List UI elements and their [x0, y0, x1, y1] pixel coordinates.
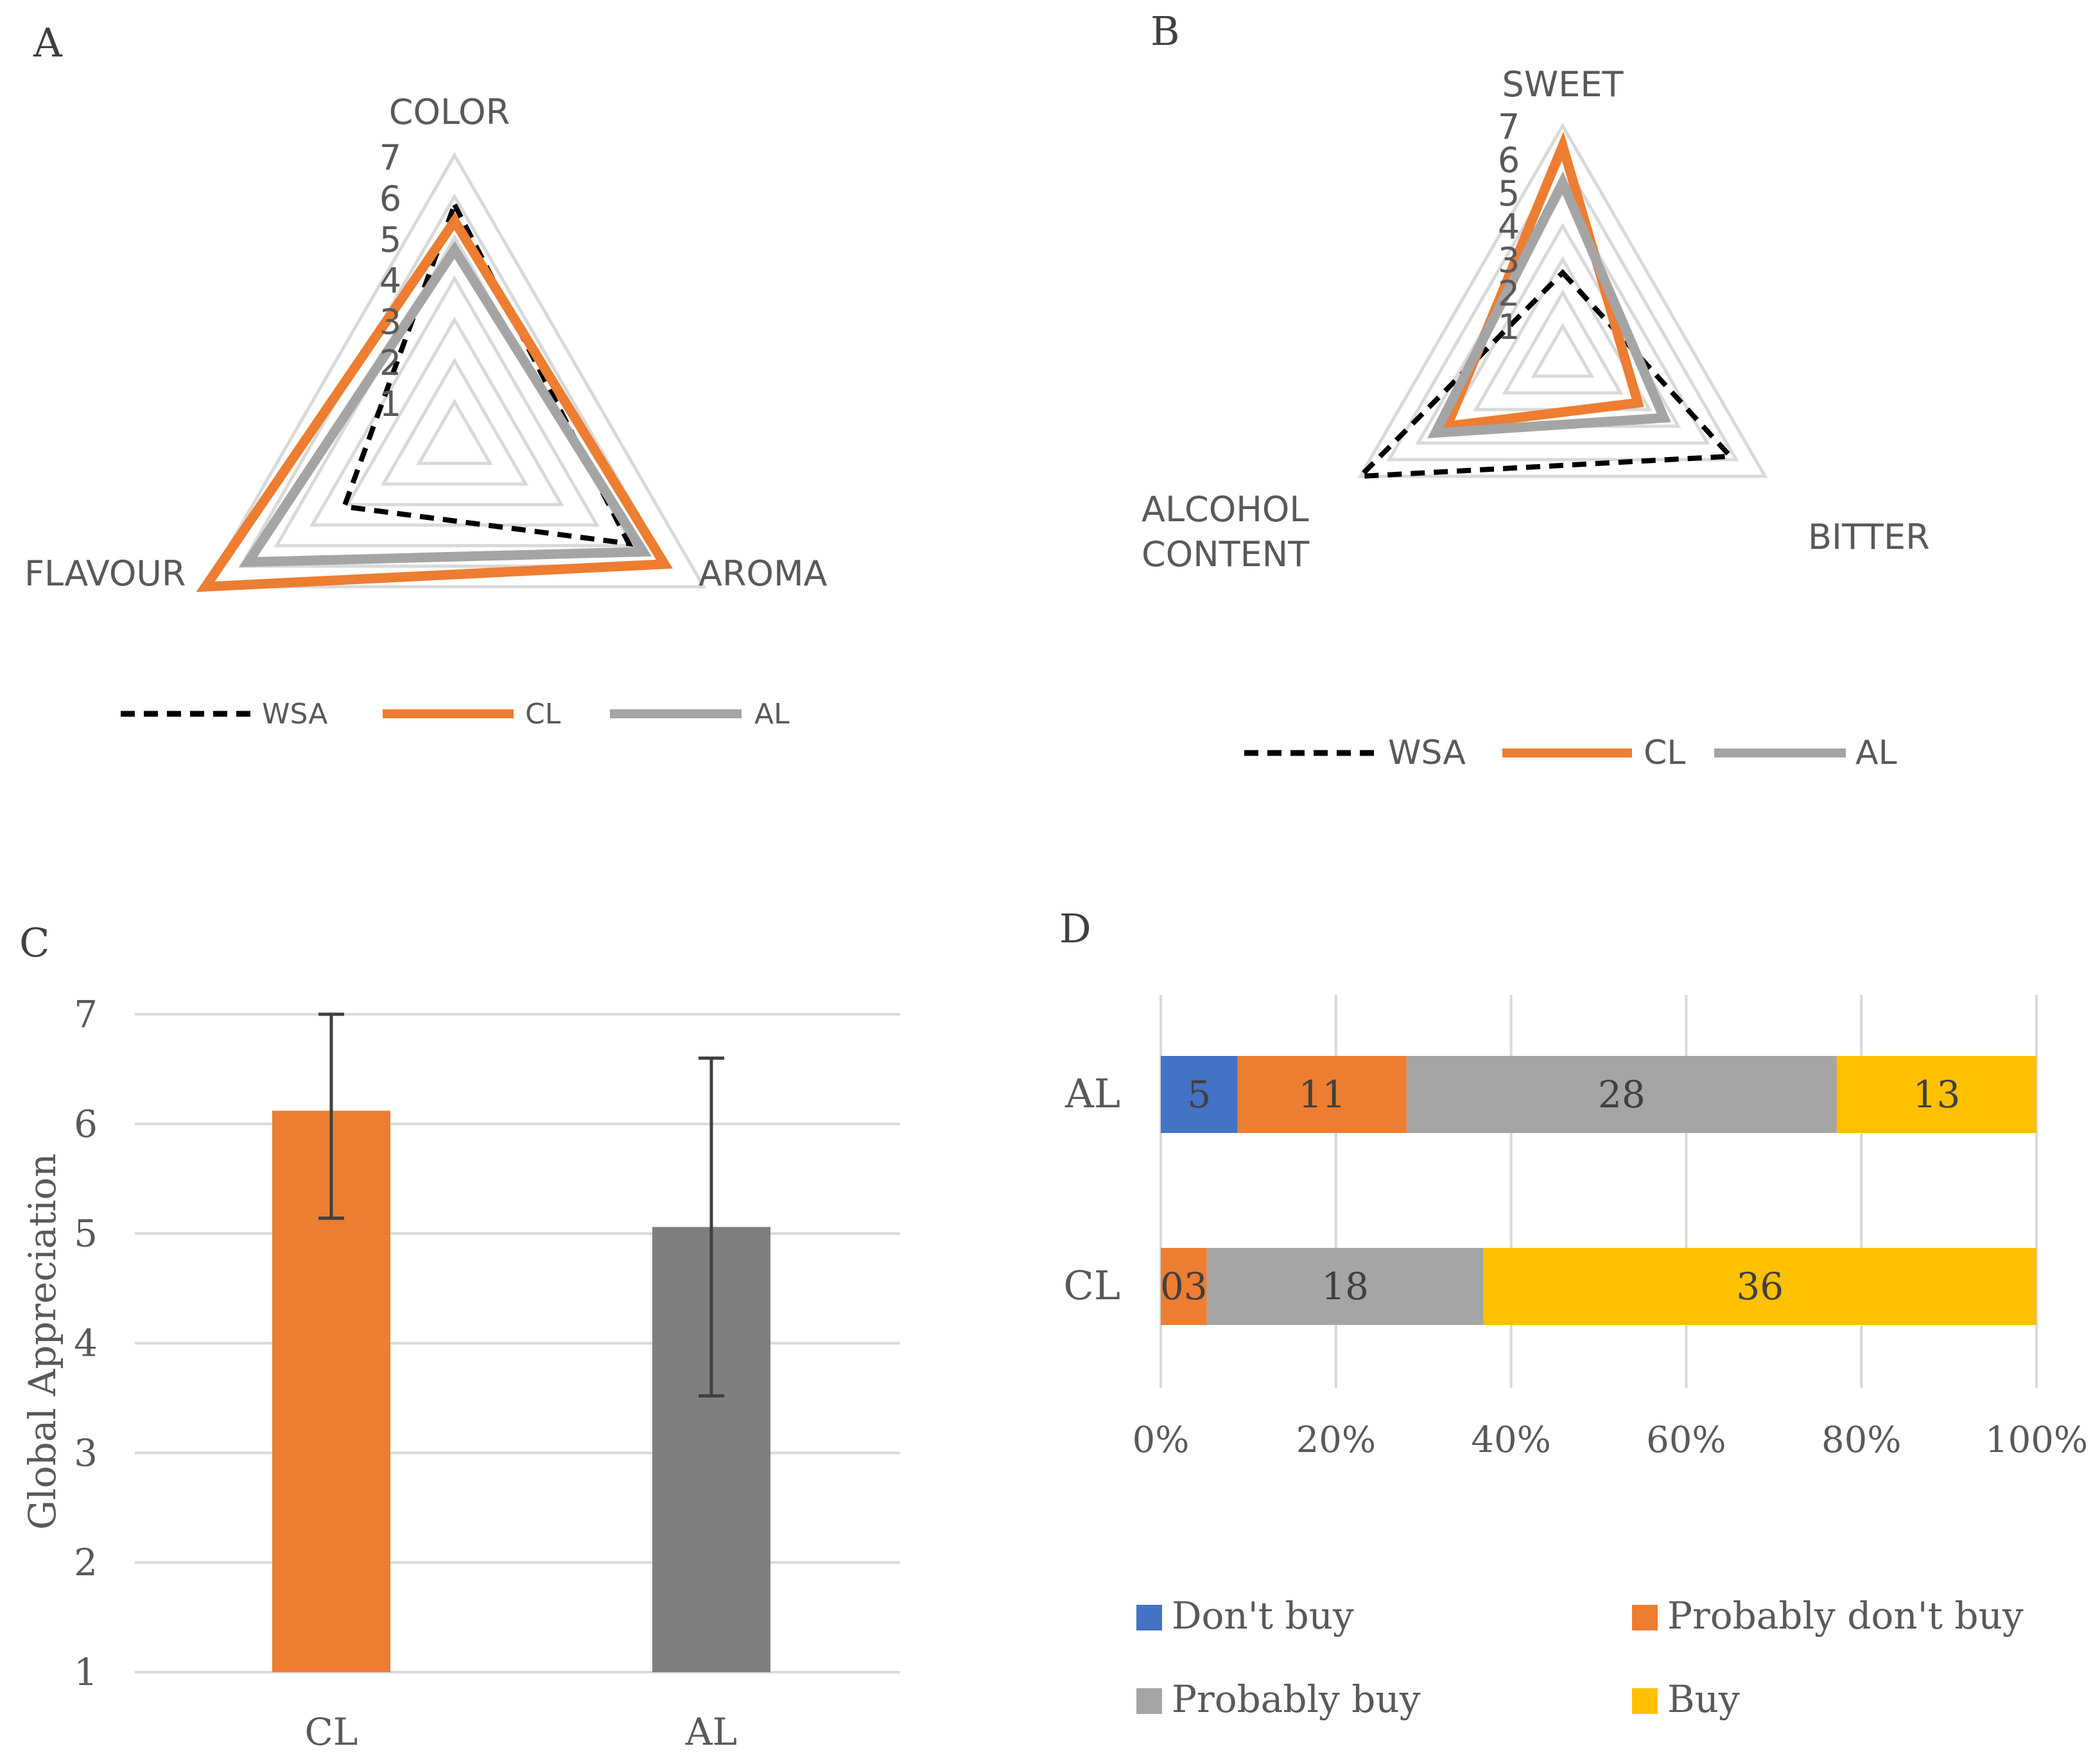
stack-d-data-label: 5: [1187, 1073, 1211, 1116]
radar-a-grid-ring: [345, 316, 564, 506]
radar-b-tick-label: 5: [1498, 173, 1520, 214]
radar-b-grid-ring: [1531, 322, 1595, 378]
stack-d-data-label: 36: [1736, 1265, 1784, 1308]
stack-d-xtick-label: 100%: [1985, 1419, 2088, 1461]
bar-c-ytick-label: 1: [74, 1650, 98, 1694]
radar-a-grid-ring: [380, 358, 529, 486]
stack-d-xtick-label: 0%: [1133, 1419, 1190, 1461]
radar-a-series-cl: [196, 212, 673, 592]
stack-d-xtick-label: 40%: [1471, 1419, 1550, 1461]
stack-d-category-label: CL: [1063, 1262, 1120, 1309]
stack-d-data-label: 13: [1913, 1073, 1961, 1116]
radar-b-grid-ring: [1386, 156, 1739, 462]
stack-d-data-label: 11: [1298, 1073, 1346, 1116]
bar-c-ytick-label: 7: [74, 992, 98, 1036]
stack-d-segment-cl: [1483, 1248, 2037, 1325]
bar-chart-c: 1 2 3 4 5 6 7 CL AL Global Appreciation: [21, 992, 900, 1754]
radar-b-axis-label: SWEET: [1502, 64, 1624, 105]
radar-b-tick-label: 7: [1498, 107, 1520, 147]
radar-b-grid-ring: [1502, 290, 1624, 395]
legend-d-prob-dont-buy-swatch: [1632, 1605, 1658, 1630]
stack-d-segment-al: [1237, 1056, 1407, 1133]
panel-letter-d: D: [1059, 905, 1091, 952]
radar-a-tick-label: 5: [379, 220, 401, 260]
radar-a-tick-label: 7: [379, 137, 401, 178]
bar-c-ytick-label: 2: [74, 1541, 98, 1584]
radar-b-tick-label: 6: [1498, 140, 1520, 180]
panel-letter-b: B: [1151, 8, 1180, 55]
radar-a-tick-label: 4: [379, 261, 401, 301]
stack-d-data-label: 03: [1160, 1265, 1208, 1308]
radar-a-grid-ring: [416, 398, 493, 465]
legend-b-al-label: AL: [1855, 734, 1897, 772]
legend-a-al-label: AL: [754, 698, 790, 731]
radar-a-tick-label: 6: [379, 178, 401, 219]
stack-d-segment-al: [1836, 1056, 2037, 1133]
legend-d-dont-buy-label: Don't buy: [1172, 1594, 1354, 1638]
bar-c-ytick-label: 4: [74, 1322, 98, 1365]
bar-c-ytick-label: 3: [74, 1431, 98, 1474]
legend-d-prob-buy-swatch: [1136, 1688, 1162, 1714]
radar-a-tick-label: 2: [379, 343, 401, 383]
legend-b-cl-label: CL: [1644, 734, 1685, 772]
radar-a-grid-ring: [274, 234, 636, 548]
radar-b-grid-ring: [1415, 189, 1710, 445]
legend-d-prob-dont-buy-label: Probably don't buy: [1667, 1594, 2024, 1638]
stack-d-segment-cl: [1206, 1248, 1484, 1325]
stack-d-xtick-label: 60%: [1646, 1419, 1726, 1461]
stack-d-segment-cl: [1161, 1248, 1207, 1325]
radar-b-tick-label: 1: [1498, 307, 1520, 347]
radar-a-tick-label: 3: [379, 302, 401, 342]
radar-b-grid-ring: [1357, 122, 1768, 478]
radar-a-axis-label: FLAVOUR: [24, 553, 186, 594]
radar-a-grid-ring: [202, 151, 707, 589]
radar-a-series-wsa: [340, 198, 634, 547]
stack-d-xtick-label: 20%: [1296, 1419, 1376, 1461]
stacked-bar-chart-d: 0% 20% 40% 60% 80% 100% 5 11 28 13 AL 03 18 36 CL: [1063, 995, 2088, 1461]
radar-b-tick-label: 2: [1498, 273, 1520, 314]
panel-letter-a: A: [33, 19, 63, 66]
legend-d: Don't buy Probably don't buy Probably bu…: [1136, 1594, 2024, 1721]
radar-b-series-al: [1427, 171, 1671, 438]
stack-d-segment-al: [1406, 1056, 1837, 1133]
radar-b-tick-label: 4: [1498, 207, 1520, 247]
bar-c-ytick-label: 6: [74, 1102, 98, 1146]
stack-d-data-label: 28: [1598, 1073, 1646, 1116]
legend-d-buy-label: Buy: [1667, 1677, 1740, 1721]
radar-b-axis-label: ALCOHOL CONTENT: [1142, 489, 1310, 575]
legend-d-dont-buy-swatch: [1136, 1605, 1162, 1630]
radar-a-tick-label: 1: [379, 384, 401, 424]
panel-letter-c: C: [19, 919, 49, 966]
legend-d-prob-buy-label: Probably buy: [1172, 1677, 1421, 1721]
radar-a-axis-label: AROMA: [699, 553, 828, 594]
radar-a-grid-ring: [309, 275, 600, 527]
bar-c-xtick-label: AL: [685, 1710, 737, 1754]
legend-b-wsa-label: WSA: [1388, 734, 1466, 772]
bar-c-ylabel: Global Appreciation: [21, 1154, 64, 1530]
radar-a-axis-label: COLOR: [389, 92, 510, 132]
bar-c-xtick-label: CL: [305, 1710, 358, 1754]
legend-a-wsa-label: WSA: [262, 698, 327, 731]
legend-b: WSA CL AL: [1244, 734, 1897, 772]
stack-d-data-label: 18: [1321, 1265, 1369, 1308]
bar-c-ytick-label: 5: [74, 1212, 98, 1256]
radar-a-series-al: [239, 241, 652, 567]
radar-b-axis-label: BITTER: [1808, 517, 1930, 557]
legend-a: WSA CL AL: [121, 698, 790, 731]
stack-d-category-label: AL: [1064, 1070, 1120, 1117]
radar-b-series-wsa: [1353, 269, 1736, 480]
stack-d-xtick-label: 80%: [1821, 1419, 1901, 1461]
legend-d-buy-swatch: [1632, 1688, 1658, 1714]
legend-a-cl-label: CL: [525, 698, 561, 731]
stack-d-segment-al: [1161, 1056, 1238, 1133]
radar-b-tick-label: 3: [1498, 240, 1520, 281]
